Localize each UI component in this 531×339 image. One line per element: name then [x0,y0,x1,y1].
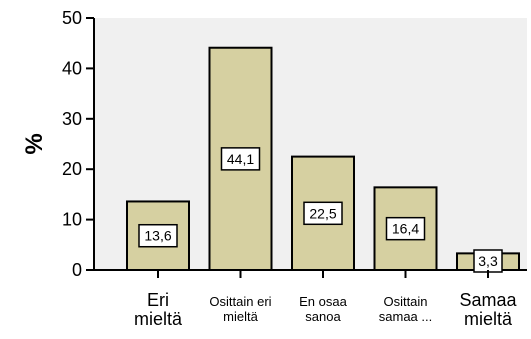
y-tick-label: 30 [62,109,82,129]
x-tick-label: Samaa [459,290,517,310]
y-tick-label: 40 [62,58,82,78]
data-label-box [303,201,343,226]
x-tick-label: En osaa [299,294,347,309]
y-tick-label: 0 [72,260,82,280]
data-label: 13,6 [144,228,171,244]
x-tick-label: mieltä [134,309,183,329]
data-label: 44,1 [227,151,254,167]
data-label: 22,5 [309,205,336,221]
data-label: 3,3 [478,253,498,269]
x-tick-label: mieltä [223,309,258,324]
x-tick-label: Osittain [383,294,427,309]
data-label-box [138,223,178,248]
y-tick-label: 50 [62,8,82,28]
x-tick-label: Osittain eri [209,294,271,309]
y-axis-label: % [21,133,48,154]
y-tick-label: 10 [62,210,82,230]
x-tick-label: mieltä [464,309,513,329]
y-tick-label: 20 [62,159,82,179]
x-tick-label: sanoa [305,309,341,324]
x-tick-label: Eri [147,290,169,310]
data-label-box [385,216,426,241]
data-label-box [220,147,261,171]
data-label: 16,4 [392,221,419,237]
x-tick-label: samaa ... [379,309,432,324]
